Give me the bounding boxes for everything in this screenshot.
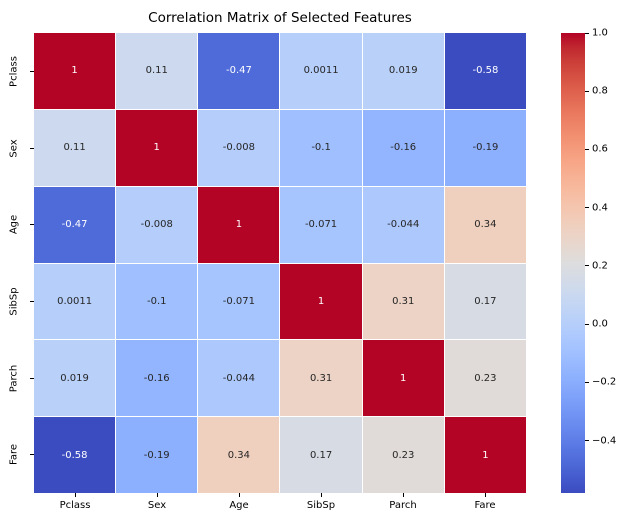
- heatmap-cell-Fare-Age: 0.34: [198, 417, 280, 493]
- heatmap-grid: 1 0.11 -0.47 0.0011 0.019 -0.58 0.11 1 -0.008 -0.…: [34, 33, 526, 493]
- y-tick-mark: [30, 377, 34, 379]
- heatmap-cell-Fare-SibSp: 0.17: [280, 417, 362, 493]
- colorbar-tick-label-0.8: 0.8: [592, 85, 608, 97]
- heatmap-cell-Sex-Fare: -0.19: [444, 109, 526, 186]
- colorbar-tick-mark: [585, 381, 589, 383]
- x-tick-label-Sex: Sex: [147, 500, 167, 511]
- colorbar-tick-label-0.2: 0.2: [592, 260, 608, 272]
- y-tick-mark: [30, 147, 34, 149]
- colorbar-tick-label--0.2: −0.2: [592, 376, 617, 388]
- heatmap-cell-Age-Age: 1: [198, 186, 280, 263]
- colorbar-tick-mark: [585, 148, 589, 150]
- colorbar-tick-mark: [585, 90, 589, 92]
- colorbar-tick-label-1: 1.0: [592, 27, 608, 39]
- heatmap-cell-Pclass-Fare: -0.58: [444, 33, 526, 109]
- heatmap-cell-Pclass-Sex: 0.11: [116, 33, 198, 109]
- heatmap-cell-Fare-Pclass: -0.58: [34, 417, 116, 493]
- heatmap-cell-Parch-Pclass: 0.019: [34, 340, 116, 417]
- heatmap-cell-Sex-Pclass: 0.11: [34, 109, 116, 186]
- y-tick-label-Fare: Fare: [8, 444, 20, 466]
- heatmap-cell-SibSp-Parch: 0.31: [362, 263, 444, 340]
- colorbar-tick-mark: [585, 323, 589, 325]
- x-tick-mark: [320, 493, 322, 497]
- heatmap-cell-Age-Pclass: -0.47: [34, 186, 116, 263]
- heatmap-cell-Parch-Fare: 0.23: [444, 340, 526, 417]
- y-tick-mark: [30, 224, 34, 226]
- colorbar-tick-label-0.6: 0.6: [592, 143, 608, 155]
- heatmap-cell-Sex-Parch: -0.16: [362, 109, 444, 186]
- heatmap-cell-Parch-Parch: 1: [362, 340, 444, 417]
- x-tick-mark: [484, 493, 486, 497]
- heatmap-cell-SibSp-Fare: 0.17: [444, 263, 526, 340]
- heatmap-cell-Parch-SibSp: 0.31: [280, 340, 362, 417]
- colorbar-tick-mark: [585, 440, 589, 442]
- heatmap-cell-SibSp-Age: -0.071: [198, 263, 280, 340]
- heatmap-cell-Parch-Age: -0.044: [198, 340, 280, 417]
- x-tick-mark: [238, 493, 240, 497]
- x-tick-label-Fare: Fare: [474, 500, 496, 511]
- colorbar-tick-label-0.4: 0.4: [592, 202, 608, 214]
- colorbar-tick-label--0.4: −0.4: [592, 435, 617, 447]
- heatmap-cell-Pclass-SibSp: 0.0011: [280, 33, 362, 109]
- colorbar-tick-label-0: 0.0: [592, 318, 608, 330]
- heatmap-cell-Age-SibSp: -0.071: [280, 186, 362, 263]
- x-tick-label-Age: Age: [229, 500, 249, 511]
- heatmap-cell-SibSp-Pclass: 0.0011: [34, 263, 116, 340]
- colorbar-tick-mark: [585, 207, 589, 209]
- heatmap-cell-Age-Parch: -0.044: [362, 186, 444, 263]
- heatmap-cell-Sex-Age: -0.008: [198, 109, 280, 186]
- heatmap-cell-Age-Sex: -0.008: [116, 186, 198, 263]
- x-tick-mark: [402, 493, 404, 497]
- x-tick-label-SibSp: SibSp: [306, 500, 336, 511]
- heatmap-cell-Pclass-Parch: 0.019: [362, 33, 444, 109]
- heatmap-cell-Sex-Sex: 1: [116, 109, 198, 186]
- heatmap-cell-Fare-Fare: 1: [444, 417, 526, 493]
- heatmap-cell-Pclass-Pclass: 1: [34, 33, 116, 109]
- heatmap-cell-Fare-Parch: 0.23: [362, 417, 444, 493]
- heatmap-cell-Pclass-Age: -0.47: [198, 33, 280, 109]
- heatmap-cell-Fare-Sex: -0.19: [116, 417, 198, 493]
- y-tick-mark: [30, 70, 34, 72]
- x-tick-mark: [156, 493, 158, 497]
- x-tick-mark: [74, 493, 76, 497]
- heatmap-cell-Age-Fare: 0.34: [444, 186, 526, 263]
- heatmap-cell-SibSp-Sex: -0.1: [116, 263, 198, 340]
- chart-title: Correlation Matrix of Selected Features: [148, 10, 412, 26]
- y-tick-mark: [30, 300, 34, 302]
- x-tick-label-Parch: Parch: [389, 500, 417, 511]
- colorbar-tick-mark: [585, 32, 589, 34]
- colorbar: [561, 33, 585, 493]
- heatmap-cell-SibSp-SibSp: 1: [280, 263, 362, 340]
- heatmap-cell-Parch-Sex: -0.16: [116, 340, 198, 417]
- x-tick-label-Pclass: Pclass: [59, 500, 91, 511]
- colorbar-tick-mark: [585, 265, 589, 267]
- y-tick-mark: [30, 454, 34, 456]
- heatmap-cell-Sex-SibSp: -0.1: [280, 109, 362, 186]
